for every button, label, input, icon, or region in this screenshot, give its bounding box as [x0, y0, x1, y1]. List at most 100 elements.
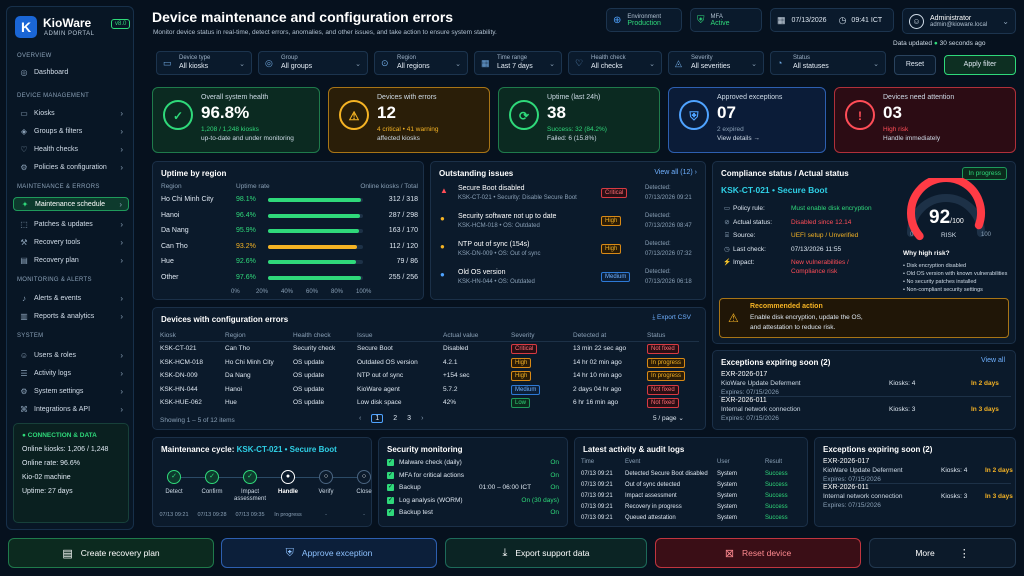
sidebar-item-groups[interactable]: ◈ Groups & filters ›	[20, 126, 123, 136]
export-csv-button[interactable]: ⤓ Export CSV	[652, 314, 691, 321]
severity-badge: High	[511, 357, 532, 368]
activity-cell: 07/13 09:21	[581, 471, 613, 477]
sidebar-item-system-settings[interactable]: ⚙ System settings ›	[20, 386, 123, 396]
security-item-label: Backup	[399, 484, 421, 491]
table-cell: OS update	[293, 385, 325, 393]
region-bar-track	[268, 244, 363, 249]
sidebar-item-activity-logs[interactable]: ☰ Activity logs ›	[20, 368, 123, 378]
sidebar-item-recovery-plan[interactable]: ▤ Recovery plan ›	[20, 255, 123, 265]
sidebar-item-policies[interactable]: ⚙ Policies & configuration ›	[20, 162, 123, 172]
region-total: 312 / 318	[388, 196, 418, 203]
table-cell: Hanoi	[225, 385, 242, 393]
chevron-right-icon: ›	[120, 386, 123, 396]
view-details-link[interactable]: View details →	[717, 135, 760, 142]
kpi-uptime[interactable]: ⟳ Uptime (last 24h) 38 Success: 32 (84.2…	[498, 87, 660, 153]
approve-exception-button[interactable]: ⛨ Approve exception	[221, 538, 437, 568]
checkbox-icon[interactable]: ✓	[387, 459, 394, 466]
filter-status[interactable]: ◔ Status All statuses ⌄	[770, 51, 886, 75]
page-title: Device maintenance and configuration err…	[152, 9, 454, 25]
checkbox-icon[interactable]: ✓	[387, 496, 394, 504]
cycle-step-confirm[interactable]: ✓	[205, 470, 219, 484]
sidebar-item-maintenance-schedule[interactable]: ✦ Maintenance schedule ›	[13, 197, 129, 211]
issue-title[interactable]: Secure Boot disabled	[458, 185, 525, 192]
user-menu[interactable]: ☺ Administrator admin@kioware.local ⌄	[902, 8, 1016, 34]
detected-date: 07/13/2026 08:47	[645, 223, 692, 229]
card-title: Maintenance cycle: KSK-CT-021 • Secure B…	[161, 445, 337, 454]
filter-region[interactable]: ⊙ Region All regions ⌄	[374, 51, 468, 75]
view-all-exceptions-link[interactable]: View all	[981, 357, 1005, 364]
reset-button[interactable]: Reset	[894, 55, 936, 75]
card-title: Compliance status / Actual status	[721, 169, 849, 178]
prev-page-icon[interactable]: ‹	[359, 415, 362, 422]
card-title: Latest activity & audit logs	[583, 445, 685, 454]
sidebar-item-reports[interactable]: ▥ Reports & analytics ›	[20, 311, 123, 321]
severity-badge: Low	[511, 398, 531, 408]
kpi-system-health[interactable]: ✓ Overall system health 96.8% 1,208 / 1,…	[152, 87, 320, 153]
checkbox-icon[interactable]: ✓	[387, 471, 394, 479]
exception-id[interactable]: EXR-2026-017	[721, 371, 768, 378]
cycle-step-impact-assessment[interactable]: ✓	[243, 470, 257, 484]
issue-title[interactable]: Security software not up to date	[458, 213, 557, 220]
kpi-approved-exceptions[interactable]: ⛨ Approved exceptions 07 2 expired View …	[668, 87, 826, 153]
sidebar-item-dashboard[interactable]: ◎ Dashboard	[20, 67, 69, 77]
page-1[interactable]: 1	[371, 414, 384, 423]
table-cell: Disabled	[443, 345, 469, 352]
exception-id[interactable]: EXR-2026-017	[823, 458, 870, 465]
create-recovery-plan-button[interactable]: ▤ Create recovery plan	[8, 538, 214, 568]
filter-group[interactable]: ◎ Group All groups ⌄	[258, 51, 368, 75]
issue-title[interactable]: Old OS version	[458, 269, 506, 276]
sidebar-item-recovery-tools[interactable]: ⚒ Recovery tools ›	[20, 237, 123, 247]
detected-label: Detected:	[645, 269, 671, 275]
sidebar-item-health-checks[interactable]: ♡ Health checks ›	[20, 144, 123, 154]
column-header: Kiosk	[160, 332, 176, 339]
dashboard-icon: ◎	[20, 67, 28, 77]
filter-severity[interactable]: ◬ Severity All severities ⌄	[668, 51, 764, 75]
chevron-right-icon: ›	[120, 368, 123, 378]
sidebar-item-integrations[interactable]: ⌘ Integrations & API ›	[20, 404, 123, 414]
kpi-devices-errors[interactable]: ⚠ Devices with errors 12 4 critical • 41…	[328, 87, 490, 153]
checkbox-icon[interactable]: ✓	[387, 484, 394, 491]
checkbox-icon[interactable]: ✓	[387, 509, 394, 516]
exception-days: In 2 days	[985, 467, 1013, 474]
filter-device-type[interactable]: ▭ Device type All kiosks ⌄	[156, 51, 252, 75]
cycle-step-detect[interactable]: ✓	[167, 470, 181, 484]
page-3[interactable]: 3	[407, 415, 412, 422]
table-row[interactable]	[157, 397, 703, 410]
view-all-issues-link[interactable]: View all (12) ›	[654, 169, 697, 176]
sidebar-item-users[interactable]: ☺ Users & roles ›	[19, 350, 123, 360]
impact-row: ⚡ Impact: New vulnerabilities / Compliance …	[721, 256, 872, 276]
cycle-step-handle[interactable]: ●	[281, 470, 295, 484]
column-header: User	[717, 459, 730, 465]
kpi-need-attention[interactable]: ! Devices need attention 03 High risk Ha…	[834, 87, 1016, 153]
sidebar-section-monitoring: MONITORING & ALERTS	[17, 277, 92, 283]
table-cell: Can Tho	[225, 345, 250, 352]
per-page-select[interactable]: 5 / page ⌄	[653, 415, 684, 422]
reset-device-button[interactable]: ⊠ Reset device	[655, 538, 861, 568]
issue-title[interactable]: NTP out of sync (154s)	[458, 241, 530, 248]
table-cell: 13 min 22 sec ago	[573, 345, 627, 352]
page-2[interactable]: 2	[393, 415, 398, 422]
more-button[interactable]: More ⋮	[869, 538, 1016, 568]
region-name: Hue	[161, 258, 174, 265]
sidebar-item-patches[interactable]: ⬚ Patches & updates ›	[20, 219, 123, 229]
table-cell: KSK-CT-021	[160, 345, 197, 352]
apply-filter-button[interactable]: Apply filter	[944, 55, 1016, 75]
cycle-step-time: -	[325, 512, 327, 518]
chevron-down-icon: ⌄	[239, 61, 245, 68]
exception-id[interactable]: EXR-2026-011	[721, 397, 767, 404]
app-name: KioWare	[43, 16, 92, 30]
activity-cell: 07/13 09:21	[581, 504, 613, 510]
export-support-data-button[interactable]: ⤓ Export support data	[445, 538, 647, 568]
cycle-step-close[interactable]: ○	[357, 470, 371, 484]
connection-title: ● CONNECTION & DATA	[22, 432, 97, 439]
cycle-step-verify[interactable]: ○	[319, 470, 333, 484]
filter-time-range[interactable]: ▦ Time range Last 7 days ⌄	[474, 51, 562, 75]
sidebar-item-alerts[interactable]: ♪ Alerts & events ›	[13, 291, 129, 305]
exception-id[interactable]: EXR-2026-011	[823, 484, 869, 491]
detected-label: Detected:	[645, 241, 671, 247]
filter-health-check[interactable]: ♡ Health check All checks ⌄	[568, 51, 662, 75]
sidebar-item-kiosks[interactable]: ▭ Kiosks ›	[20, 108, 123, 118]
page-subtitle: Monitor device status in real-time, dete…	[153, 29, 497, 36]
next-page-icon[interactable]: ›	[421, 415, 424, 422]
activity-cell: Impact assessment	[625, 493, 677, 499]
